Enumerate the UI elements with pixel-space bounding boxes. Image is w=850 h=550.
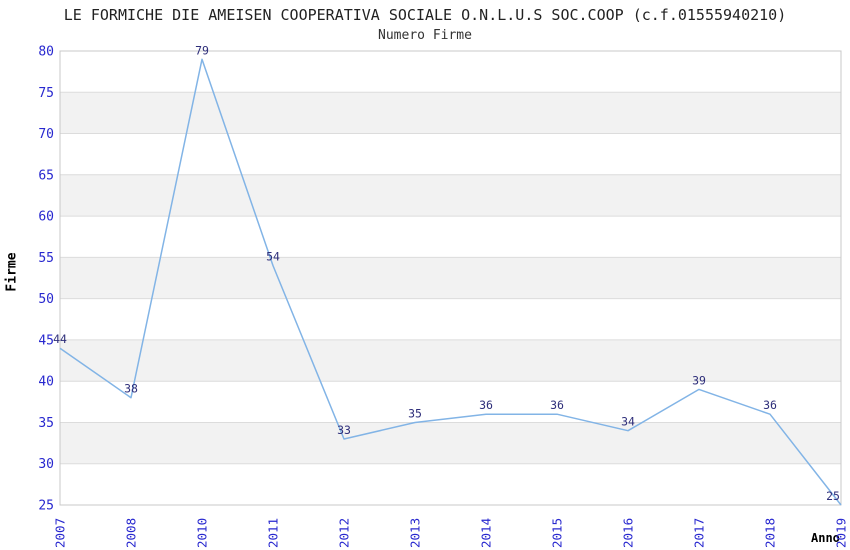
chart-title: LE FORMICHE DIE AMEISEN COOPERATIVA SOCI… [63,6,787,24]
x-tick-label: 2019 [834,518,849,548]
x-tick-label: 2007 [53,518,68,548]
y-tick-label: 30 [38,457,54,472]
value-label: 36 [763,398,777,412]
value-label: 35 [408,407,422,421]
value-label: 25 [826,489,840,503]
value-label: 33 [337,423,351,437]
x-tick-label: 2011 [266,518,281,548]
value-label: 34 [621,415,635,429]
x-tick-label: 2018 [763,518,778,548]
y-tick-label: 75 [38,86,54,101]
x-tick-label: 2010 [195,518,210,548]
grid-band [60,92,841,134]
grid-band [60,174,841,217]
grid-band [60,422,841,464]
y-tick-label: 55 [38,251,54,266]
y-tick-label: 65 [38,168,54,183]
value-label: 79 [195,43,209,57]
y-tick-label: 50 [38,292,54,307]
chart-subtitle: Numero Firme [378,28,472,43]
x-tick-label: 2015 [550,518,565,548]
x-tick-label: 2012 [337,518,352,548]
x-tick-label: 2017 [692,518,707,548]
x-tick-label: 2013 [408,518,423,548]
grid-band [60,339,841,382]
y-tick-label: 35 [38,416,54,431]
x-tick-label: 2008 [124,518,139,548]
x-tick-label: 2016 [621,518,636,548]
y-tick-label: 40 [38,375,54,390]
y-tick-label: 25 [38,499,54,514]
y-tick-label: 70 [38,127,54,142]
y-tick-label: 45 [38,333,54,348]
value-label: 54 [266,250,280,264]
grid-band [60,257,841,299]
y-tick-label: 80 [38,45,54,60]
value-label: 39 [692,373,706,387]
y-tick-label: 60 [38,210,54,225]
value-label: 38 [124,382,138,396]
value-label: 36 [550,398,564,412]
value-label: 44 [53,332,67,346]
value-label: 36 [479,398,493,412]
series-line [59,58,842,506]
x-tick-label: 2014 [479,518,494,548]
plot-border [59,50,842,506]
x-axis-title: Anno [811,531,840,545]
